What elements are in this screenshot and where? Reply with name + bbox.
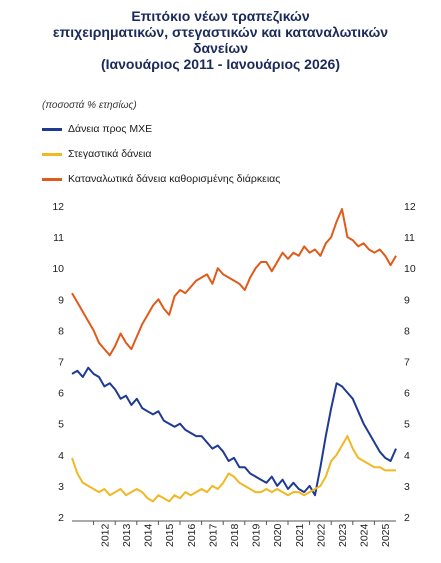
legend: Δάνεια προς ΜΧΕ Στεγαστικά δάνεια Κατανα… <box>42 122 280 197</box>
x-tick-label: 2014 <box>143 523 155 547</box>
legend-item-housing: Στεγαστικά δάνεια <box>42 147 280 161</box>
legend-item-consumer: Καταναλωτικά δάνεια καθορισμένης διάρκει… <box>42 172 280 186</box>
legend-swatch-housing <box>42 152 62 156</box>
axes: 2 2 3 3 4 4 5 5 6 6 7 7 8 8 9 9 10 10 11 11 12 12 2012 2013 2014… <box>52 201 416 547</box>
legend-swatch-sme <box>42 127 62 131</box>
y-tick-label-right: 12 <box>404 201 416 213</box>
y-tick-label-left: 4 <box>58 450 64 462</box>
y-tick-label-right: 2 <box>404 512 410 524</box>
y-tick-label-right: 9 <box>404 294 410 306</box>
y-tick-label-left: 6 <box>58 388 64 400</box>
y-tick-label-left: 10 <box>52 263 64 275</box>
x-tick-label: 2019 <box>251 523 263 547</box>
y-tick-label-right: 7 <box>404 357 410 369</box>
series-line-1 <box>71 435 396 503</box>
legend-item-sme: Δάνεια προς ΜΧΕ <box>42 122 280 136</box>
legend-label-consumer: Καταναλωτικά δάνεια καθορισμένης διάρκει… <box>68 173 281 185</box>
y-tick-label-right: 3 <box>404 481 410 493</box>
title-line-2: επιχειρηματικών, στεγαστικών και καταναλ… <box>52 24 389 40</box>
title-line-4: (Ιανουάριος 2011 - Ιανουάριος 2026) <box>100 56 340 72</box>
y-tick-label-left: 7 <box>58 357 64 369</box>
chart-title: Επιτόκιο νέων τραπεζικών επιχειρηματικών… <box>0 8 441 72</box>
x-tick-label: 2015 <box>164 523 176 547</box>
y-tick-label-left: 5 <box>58 419 64 431</box>
y-tick-label-left: 3 <box>58 481 64 493</box>
legend-label-sme: Δάνεια προς ΜΧΕ <box>68 123 153 135</box>
y-tick-label-right: 4 <box>404 450 410 462</box>
y-tick-label-left: 9 <box>58 294 64 306</box>
x-tick-label: 2024 <box>359 523 371 547</box>
series-line-0 <box>71 366 397 497</box>
y-tick-label-left: 12 <box>52 201 64 213</box>
legend-swatch-consumer <box>42 177 62 181</box>
y-tick-label-right: 5 <box>404 419 410 431</box>
x-tick-label: 2022 <box>315 523 327 547</box>
unit-label: (ποσοστά % ετησίως) <box>42 100 137 111</box>
title-line-3: δανείων <box>192 40 249 56</box>
x-tick-label: 2020 <box>272 523 284 547</box>
legend-label-housing: Στεγαστικά δάνεια <box>68 148 152 160</box>
y-tick-label-left: 11 <box>53 232 64 244</box>
x-tick-label: 2013 <box>121 523 133 547</box>
x-tick-label: 2018 <box>229 523 241 547</box>
y-tick-label-left: 8 <box>58 325 64 337</box>
y-tick-label-right: 11 <box>404 232 415 244</box>
y-tick-label-right: 8 <box>404 325 410 337</box>
y-tick-label-left: 2 <box>58 512 64 524</box>
y-tick-label-right: 6 <box>404 388 410 400</box>
x-tick-label: 2012 <box>99 523 111 547</box>
x-tick-label: 2023 <box>337 523 349 547</box>
x-tick-label: 2021 <box>294 523 306 547</box>
series-line-2 <box>71 208 397 357</box>
title-line-1: Επιτόκιο νέων τραπεζικών <box>131 8 310 24</box>
series-lines <box>71 208 397 503</box>
y-tick-label-right: 10 <box>404 263 416 275</box>
x-tick-label: 2016 <box>186 523 198 547</box>
x-tick-label: 2025 <box>380 523 392 547</box>
x-tick-label: 2017 <box>207 523 219 547</box>
